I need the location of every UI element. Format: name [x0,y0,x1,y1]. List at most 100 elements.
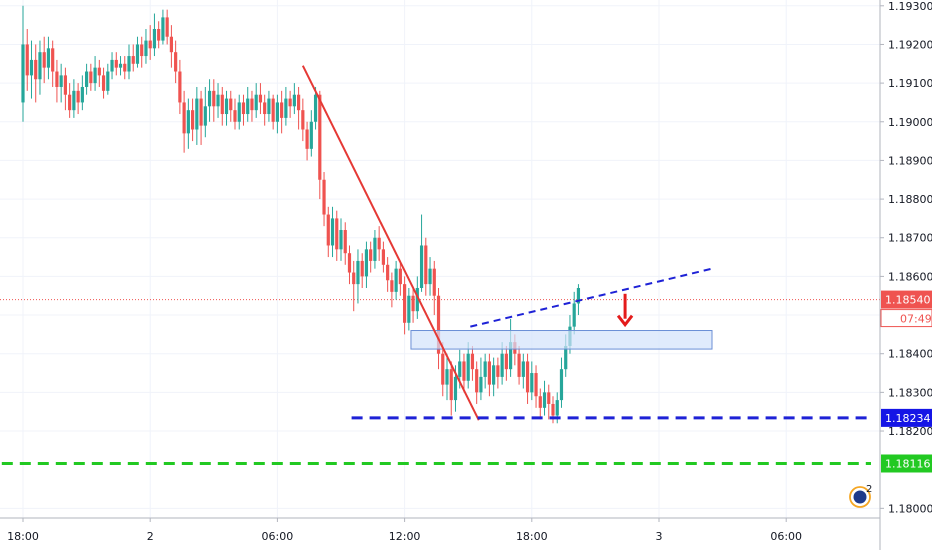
candle[interactable] [207,79,212,122]
candle[interactable] [271,94,275,130]
x-axis-ticks[interactable]: 18:00 2 06:00 12:00 18:00 3 06:00 [7,518,802,543]
candle[interactable] [441,342,445,397]
candle[interactable] [51,40,55,87]
candle[interactable] [144,28,148,64]
candle[interactable] [292,83,296,115]
candle[interactable] [140,36,144,68]
candle[interactable] [161,9,165,45]
candle[interactable] [148,25,152,60]
candle[interactable] [254,83,258,118]
candle[interactable] [318,90,322,200]
candle[interactable] [576,284,581,316]
candle[interactable] [330,206,335,258]
candle[interactable] [483,353,487,389]
candle[interactable] [38,40,42,95]
candle[interactable] [462,353,466,393]
candle[interactable] [360,253,364,288]
candle[interactable] [403,276,407,335]
candle[interactable] [178,59,182,115]
candle[interactable] [432,260,436,316]
candle[interactable] [157,21,161,49]
candle[interactable] [199,90,203,145]
candle[interactable] [377,226,381,261]
candle[interactable] [373,230,377,269]
candle[interactable] [216,83,220,118]
candle[interactable] [195,86,199,145]
candle[interactable] [46,36,51,80]
candle[interactable] [470,345,475,381]
candle[interactable] [492,357,496,397]
candle[interactable] [572,291,576,335]
candle[interactable] [42,36,46,84]
candle[interactable] [284,86,288,126]
candle[interactable] [559,357,564,408]
candle[interactable] [335,210,339,261]
candle[interactable] [21,5,25,122]
candle[interactable] [68,83,72,118]
rising-channel-line[interactable] [470,267,713,328]
events-badge[interactable]: 2 [849,484,872,508]
downtrend-line[interactable] [301,65,480,421]
candle[interactable] [343,222,347,265]
plot-area[interactable] [0,5,880,424]
candle[interactable] [72,79,76,118]
candle[interactable] [381,241,385,273]
candle[interactable] [369,241,373,273]
candle[interactable] [424,237,428,296]
candle[interactable] [55,59,59,103]
candle[interactable] [398,260,402,296]
candle[interactable] [428,257,432,296]
candle[interactable] [131,44,135,72]
candle[interactable] [29,40,34,99]
candle[interactable] [135,36,140,68]
candle[interactable] [174,40,178,84]
candle[interactable] [182,90,186,153]
candle[interactable] [407,287,411,331]
candle[interactable] [89,63,93,91]
candle[interactable] [297,86,301,130]
candle[interactable] [59,63,63,103]
candle[interactable] [309,110,313,157]
candle[interactable] [305,121,309,161]
candle[interactable] [547,384,551,420]
candle[interactable] [364,241,369,288]
candle[interactable] [386,257,390,292]
candle[interactable] [521,353,525,389]
candle[interactable] [267,90,271,122]
candle[interactable] [233,98,237,130]
candle[interactable] [352,260,356,312]
candle[interactable] [517,345,521,385]
candle[interactable] [479,357,483,401]
candle[interactable] [475,361,479,404]
candle[interactable] [97,59,101,87]
candle[interactable] [436,287,441,370]
candle[interactable] [101,67,106,99]
candle[interactable] [246,86,250,122]
candle[interactable] [169,25,173,68]
candle[interactable] [449,361,453,416]
candle[interactable] [76,83,80,115]
candle[interactable] [487,353,491,397]
y-axis-ticks[interactable]: 1.19300 1.19200 1.19100 1.19000 1.18900 1.188… [880,0,932,515]
candle[interactable] [165,9,169,45]
candle[interactable] [237,94,241,130]
candle[interactable] [322,172,326,227]
candle[interactable] [301,98,305,142]
candle[interactable] [241,94,246,126]
candle[interactable] [326,206,330,258]
candle[interactable] [93,56,97,91]
candle[interactable] [466,342,470,389]
candle[interactable] [123,56,127,80]
candle[interactable] [525,353,530,404]
candle[interactable] [34,44,38,103]
candle[interactable] [114,52,118,76]
candle[interactable] [542,380,547,416]
candle[interactable] [263,94,267,126]
candle[interactable] [504,345,508,381]
candle[interactable] [347,245,352,285]
candle[interactable] [25,28,29,91]
candle[interactable] [224,90,229,126]
candle[interactable] [419,214,424,292]
candle[interactable] [280,90,284,134]
